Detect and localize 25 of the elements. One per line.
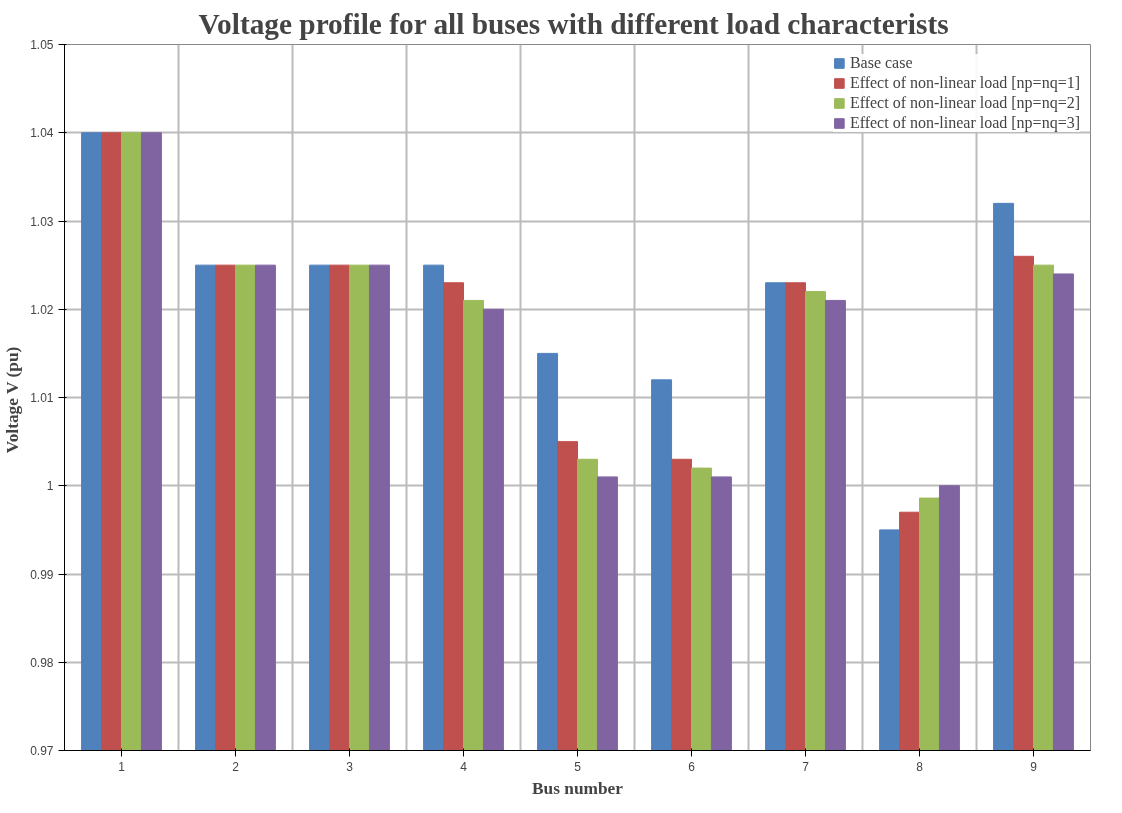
x-tick-label: 1 xyxy=(118,759,126,774)
chart-title: Voltage profile for all buses with different load characterists xyxy=(198,7,949,40)
legend-label: Effect of non-linear load [np=nq=3] xyxy=(849,114,1080,132)
y-tick-label: 0.98 xyxy=(30,655,54,670)
x-tick-label: 2 xyxy=(232,759,240,774)
y-tick-label: 1 xyxy=(46,479,54,494)
legend-label: Base case xyxy=(849,54,913,72)
x-axis-title: Bus number xyxy=(532,778,624,798)
x-tick-label: 7 xyxy=(802,759,810,774)
x-tick-label: 4 xyxy=(460,759,468,774)
x-tick-label: 8 xyxy=(916,759,924,774)
y-tick-label: 1.01 xyxy=(30,391,54,405)
x-tick-label: 6 xyxy=(688,759,696,774)
y-tick-label: 1.05 xyxy=(30,38,54,52)
y-tick-label: 1.03 xyxy=(30,214,54,229)
x-tick-label: 9 xyxy=(1030,759,1038,774)
x-tick-label: 5 xyxy=(574,759,582,774)
y-axis-title: Voltage V (pu) xyxy=(3,346,23,454)
y-tick-label: 0.99 xyxy=(30,567,54,582)
legend-label: Effect of non-linear load [np=nq=1] xyxy=(849,74,1080,92)
y-tick-label: 1.04 xyxy=(30,126,54,141)
y-tick-label: 1.02 xyxy=(30,302,54,317)
x-tick-label: 3 xyxy=(346,759,354,774)
legend-label: Effect of non-linear load [np=nq=2] xyxy=(849,94,1080,112)
y-tick-label: 0.97 xyxy=(30,744,54,758)
